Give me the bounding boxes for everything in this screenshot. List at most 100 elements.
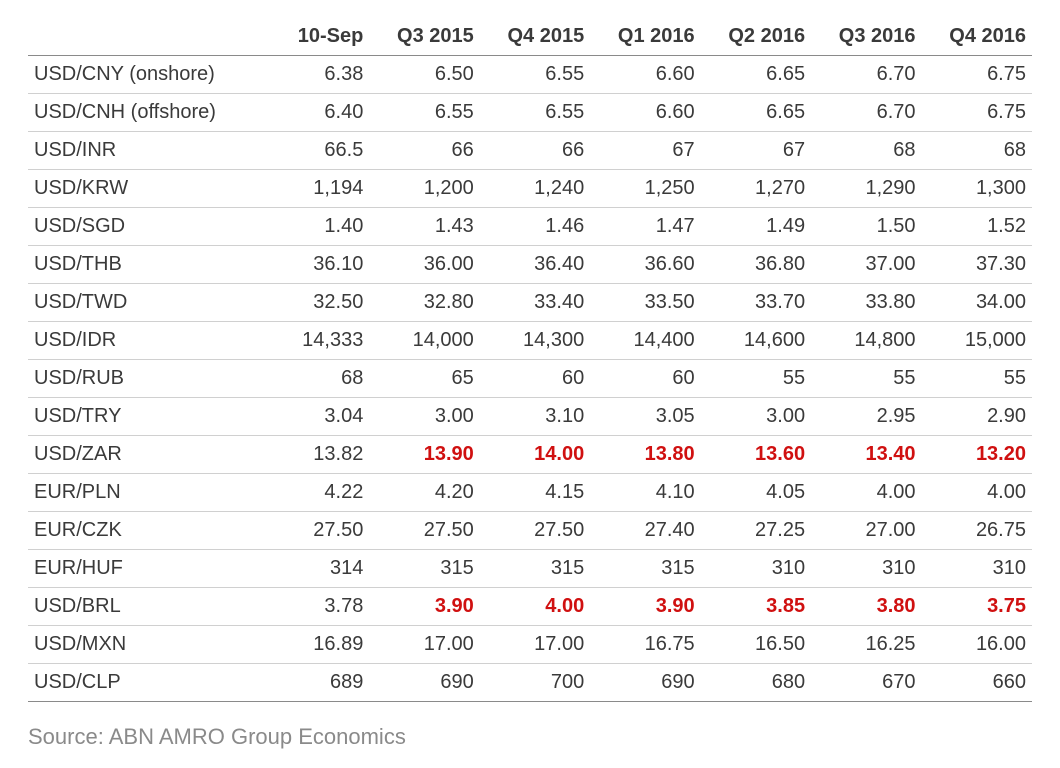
cell-value: 14,600 xyxy=(701,322,811,360)
row-label: USD/BRL xyxy=(28,588,259,626)
cell-value: 36.80 xyxy=(701,246,811,284)
table-row: USD/CNY (onshore)6.386.506.556.606.656.7… xyxy=(28,56,1032,94)
cell-value: 314 xyxy=(259,550,369,588)
table-row: USD/THB36.1036.0036.4036.6036.8037.0037.… xyxy=(28,246,1032,284)
cell-value: 14,400 xyxy=(590,322,700,360)
table-row: USD/CLP689690700690680670660 xyxy=(28,664,1032,702)
cell-value: 3.85 xyxy=(701,588,811,626)
cell-value: 13.40 xyxy=(811,436,921,474)
cell-value: 6.75 xyxy=(922,56,1032,94)
cell-value: 4.10 xyxy=(590,474,700,512)
table-row: USD/IDR14,33314,00014,30014,40014,60014,… xyxy=(28,322,1032,360)
cell-value: 3.04 xyxy=(259,398,369,436)
cell-value: 1.43 xyxy=(369,208,479,246)
cell-value: 66 xyxy=(480,132,590,170)
table-row: EUR/HUF314315315315310310310 xyxy=(28,550,1032,588)
row-label: USD/CNH (offshore) xyxy=(28,94,259,132)
cell-value: 1.47 xyxy=(590,208,700,246)
cell-value: 67 xyxy=(701,132,811,170)
cell-value: 690 xyxy=(369,664,479,702)
cell-value: 1,240 xyxy=(480,170,590,208)
cell-value: 3.90 xyxy=(590,588,700,626)
col-header: Q2 2016 xyxy=(701,18,811,56)
cell-value: 27.50 xyxy=(259,512,369,550)
cell-value: 2.90 xyxy=(922,398,1032,436)
cell-value: 55 xyxy=(922,360,1032,398)
cell-value: 3.90 xyxy=(369,588,479,626)
cell-value: 310 xyxy=(701,550,811,588)
row-label: USD/SGD xyxy=(28,208,259,246)
cell-value: 315 xyxy=(369,550,479,588)
cell-value: 310 xyxy=(811,550,921,588)
cell-value: 68 xyxy=(259,360,369,398)
table-body: USD/CNY (onshore)6.386.506.556.606.656.7… xyxy=(28,56,1032,702)
cell-value: 13.20 xyxy=(922,436,1032,474)
cell-value: 14,800 xyxy=(811,322,921,360)
cell-value: 1,290 xyxy=(811,170,921,208)
cell-value: 6.40 xyxy=(259,94,369,132)
row-label: USD/CLP xyxy=(28,664,259,702)
cell-value: 27.00 xyxy=(811,512,921,550)
cell-value: 6.70 xyxy=(811,56,921,94)
cell-value: 17.00 xyxy=(369,626,479,664)
cell-value: 16.89 xyxy=(259,626,369,664)
cell-value: 55 xyxy=(811,360,921,398)
cell-value: 4.20 xyxy=(369,474,479,512)
cell-value: 27.25 xyxy=(701,512,811,550)
table-row: USD/TRY3.043.003.103.053.002.952.90 xyxy=(28,398,1032,436)
col-header: 10-Sep xyxy=(259,18,369,56)
cell-value: 60 xyxy=(480,360,590,398)
cell-value: 1,250 xyxy=(590,170,700,208)
source-text: Source: ABN AMRO Group Economics xyxy=(28,724,1032,750)
row-label: USD/MXN xyxy=(28,626,259,664)
cell-value: 14.00 xyxy=(480,436,590,474)
table-header-row: 10-Sep Q3 2015 Q4 2015 Q1 2016 Q2 2016 Q… xyxy=(28,18,1032,56)
cell-value: 36.10 xyxy=(259,246,369,284)
cell-value: 66.5 xyxy=(259,132,369,170)
table-row: USD/RUB68656060555555 xyxy=(28,360,1032,398)
cell-value: 4.00 xyxy=(922,474,1032,512)
cell-value: 13.90 xyxy=(369,436,479,474)
col-header: Q1 2016 xyxy=(590,18,700,56)
row-label: USD/IDR xyxy=(28,322,259,360)
cell-value: 3.05 xyxy=(590,398,700,436)
cell-value: 27.50 xyxy=(369,512,479,550)
cell-value: 4.22 xyxy=(259,474,369,512)
cell-value: 36.40 xyxy=(480,246,590,284)
row-label: USD/KRW xyxy=(28,170,259,208)
cell-value: 15,000 xyxy=(922,322,1032,360)
cell-value: 68 xyxy=(811,132,921,170)
row-label: EUR/HUF xyxy=(28,550,259,588)
cell-value: 3.00 xyxy=(369,398,479,436)
row-label: USD/CNY (onshore) xyxy=(28,56,259,94)
table-row: USD/ZAR13.8213.9014.0013.8013.6013.4013.… xyxy=(28,436,1032,474)
cell-value: 13.82 xyxy=(259,436,369,474)
cell-value: 37.30 xyxy=(922,246,1032,284)
table-row: USD/INR66.5666667676868 xyxy=(28,132,1032,170)
cell-value: 3.00 xyxy=(701,398,811,436)
cell-value: 16.00 xyxy=(922,626,1032,664)
table-row: EUR/PLN4.224.204.154.104.054.004.00 xyxy=(28,474,1032,512)
table-row: EUR/CZK27.5027.5027.5027.4027.2527.0026.… xyxy=(28,512,1032,550)
cell-value: 6.38 xyxy=(259,56,369,94)
cell-value: 6.55 xyxy=(369,94,479,132)
cell-value: 33.80 xyxy=(811,284,921,322)
cell-value: 17.00 xyxy=(480,626,590,664)
cell-value: 67 xyxy=(590,132,700,170)
cell-value: 4.15 xyxy=(480,474,590,512)
cell-value: 27.40 xyxy=(590,512,700,550)
cell-value: 65 xyxy=(369,360,479,398)
cell-value: 6.65 xyxy=(701,94,811,132)
cell-value: 68 xyxy=(922,132,1032,170)
cell-value: 315 xyxy=(590,550,700,588)
cell-value: 690 xyxy=(590,664,700,702)
cell-value: 14,333 xyxy=(259,322,369,360)
cell-value: 13.80 xyxy=(590,436,700,474)
cell-value: 680 xyxy=(701,664,811,702)
fx-forecast-table: 10-Sep Q3 2015 Q4 2015 Q1 2016 Q2 2016 Q… xyxy=(28,18,1032,702)
cell-value: 33.50 xyxy=(590,284,700,322)
cell-value: 1.46 xyxy=(480,208,590,246)
table-row: USD/MXN16.8917.0017.0016.7516.5016.2516.… xyxy=(28,626,1032,664)
table-row: USD/SGD1.401.431.461.471.491.501.52 xyxy=(28,208,1032,246)
cell-value: 6.55 xyxy=(480,94,590,132)
